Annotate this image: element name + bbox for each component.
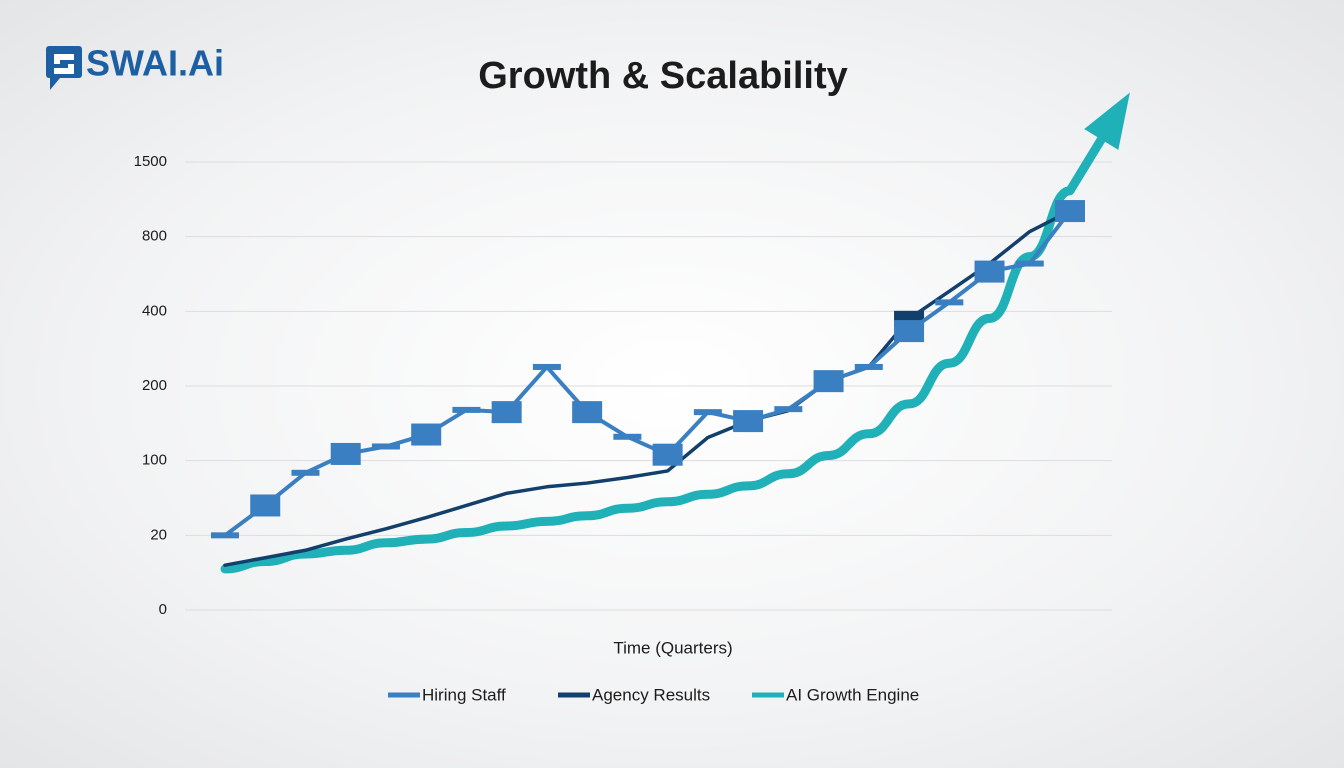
marker [532, 363, 561, 370]
series-line [223, 209, 1072, 567]
y-tick-label: 1500 [134, 153, 167, 170]
marker [854, 363, 883, 370]
marker [411, 423, 442, 446]
logo-glyph [54, 54, 74, 74]
marker [774, 406, 803, 413]
marker [935, 299, 964, 306]
marker [452, 406, 481, 413]
legend-label: AI Growth Engine [786, 685, 919, 704]
marker [733, 410, 764, 433]
y-tick-label: 400 [142, 302, 167, 319]
y-tick-label: 200 [142, 377, 167, 394]
marker [894, 320, 925, 343]
marker [652, 443, 683, 466]
x-axis-label: Time (Quarters) [613, 638, 732, 657]
marker [613, 433, 642, 440]
marker [291, 469, 320, 476]
series-line [223, 209, 1072, 538]
chart-title: Growth & Scalability [478, 55, 848, 97]
legend-label: Hiring Staff [422, 685, 506, 704]
brand: SWAI.Ai [86, 43, 224, 84]
marker [1015, 260, 1044, 267]
marker [371, 443, 400, 450]
series-line [220, 186, 1075, 574]
marker [974, 260, 1005, 283]
y-tick-label: 100 [142, 452, 167, 469]
marker [211, 532, 239, 539]
marker [572, 401, 603, 424]
marker [1055, 200, 1085, 223]
marker [693, 409, 722, 416]
marker [330, 442, 361, 465]
legend-label: Agency Results [592, 685, 710, 704]
y-tick-label: 0 [159, 601, 167, 618]
marker [250, 494, 281, 517]
logo-tail [50, 78, 60, 90]
logo: SWAI.Ai [46, 43, 224, 90]
marker [491, 401, 522, 424]
y-tick-label: 20 [150, 526, 167, 543]
marker [813, 370, 844, 393]
arrow-head [1084, 92, 1130, 150]
y-tick-label: 800 [142, 228, 167, 245]
